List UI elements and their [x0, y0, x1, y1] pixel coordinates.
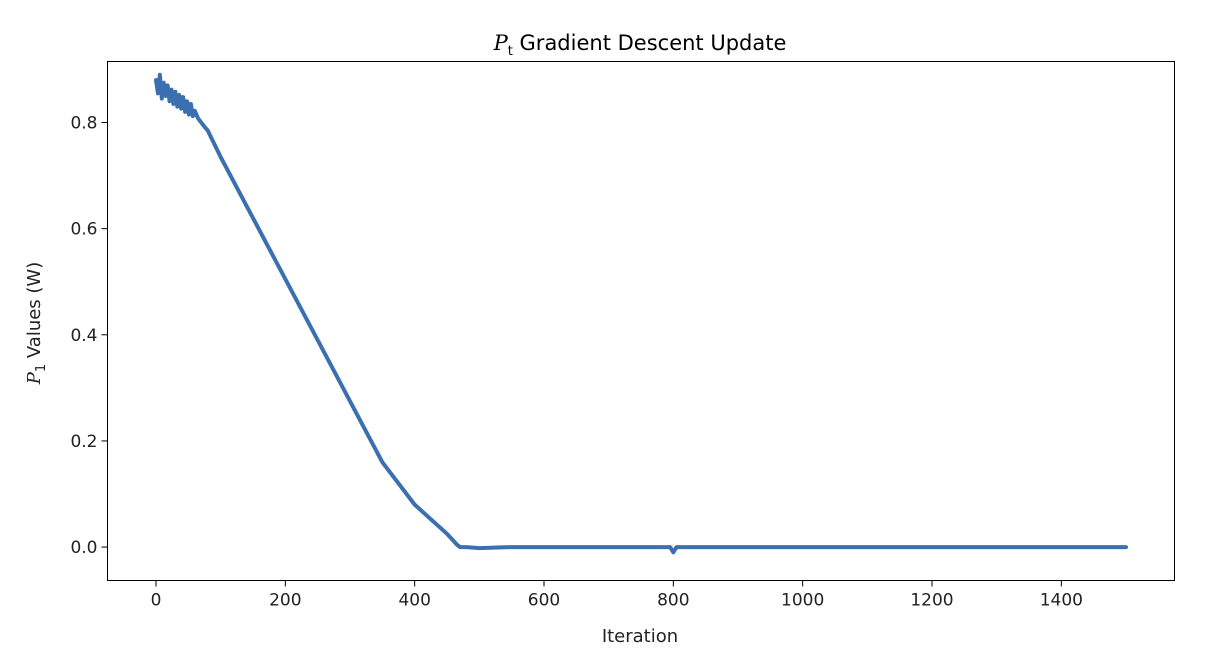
- x-tick-label: 0: [151, 591, 162, 611]
- x-tick-label: 400: [398, 591, 430, 611]
- y-tick-label: 0.8: [70, 114, 97, 134]
- chart-title: Pt Gradient Descent Update: [493, 31, 787, 59]
- y-axis-ticks: 0.0 0.2 0.4 0.6 0.8: [70, 114, 108, 558]
- y-tick-label: 0.6: [70, 220, 97, 240]
- x-tick-label: 200: [269, 591, 301, 611]
- y-tick-label: 0.0: [70, 538, 97, 558]
- x-axis-ticks: 0 200 400 600 800 1000 1200 1400: [151, 580, 1083, 611]
- x-tick-label: 1200: [910, 591, 953, 611]
- plot-area: [107, 61, 1175, 581]
- series-line: [154, 72, 1128, 555]
- x-tick-label: 800: [657, 591, 689, 611]
- series-layer: [154, 72, 1128, 555]
- x-tick-label: 1000: [781, 591, 824, 611]
- x-axis-label: Iteration: [602, 626, 678, 647]
- x-tick-label: 600: [528, 591, 560, 611]
- y-tick-label: 0.2: [70, 432, 97, 452]
- x-tick-label: 1400: [1040, 591, 1083, 611]
- y-tick-label: 0.4: [70, 326, 97, 346]
- y-axis-label: P1 Values (W): [24, 262, 49, 386]
